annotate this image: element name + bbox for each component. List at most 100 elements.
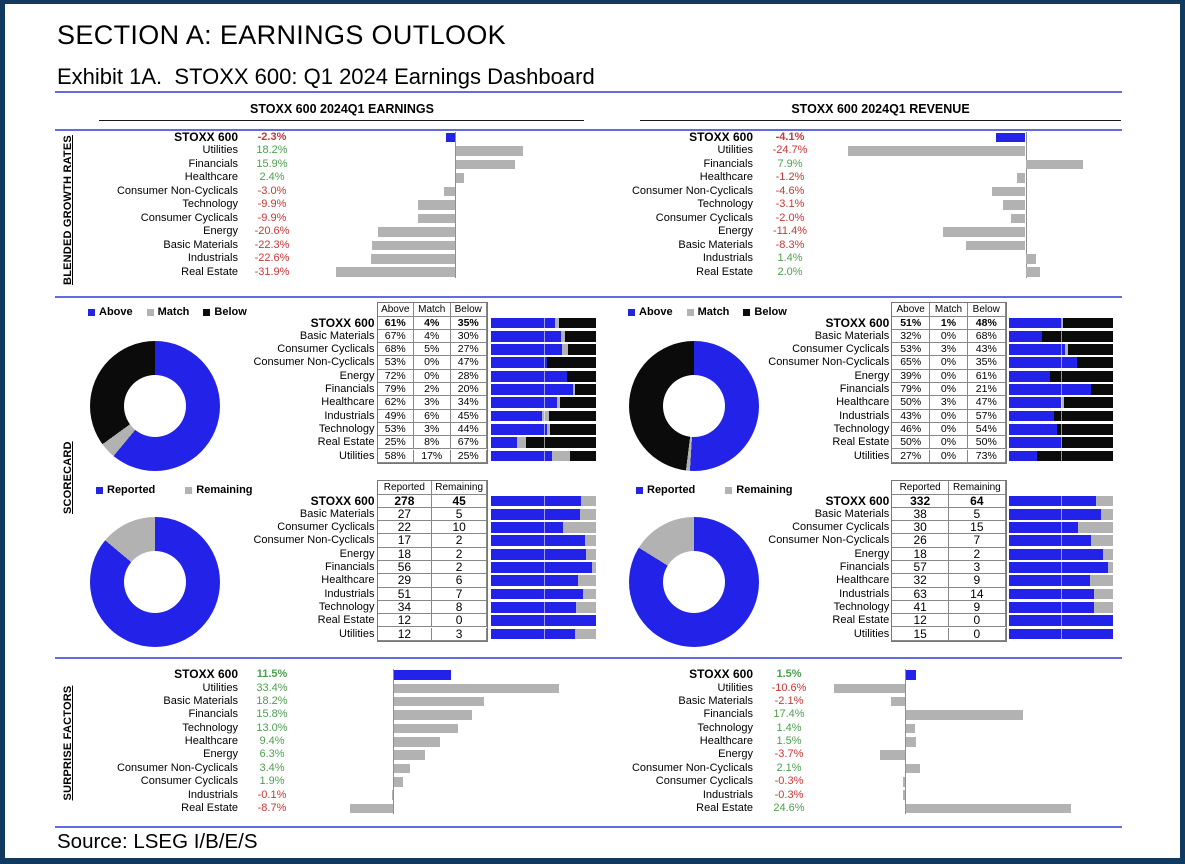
revenue-amb-legend: Above Match Below — [628, 306, 787, 318]
revenue-reported-row-label: Energy — [854, 547, 890, 560]
earnings-amb-table-cell: 44% — [450, 422, 487, 437]
revenue-growth-bar — [847, 146, 1026, 156]
earnings-growth-row-label: STOXX 600 — [174, 130, 238, 144]
revenue-surprise-row-value: 17.4% — [773, 708, 805, 721]
revenue-growth-row-value: -4.1% — [775, 131, 805, 143]
revenue-amb-bar-segment-below — [1037, 450, 1113, 462]
earnings-amb-bar-midline — [544, 316, 545, 463]
revenue-growth-bar — [1026, 159, 1083, 170]
earnings-reported-bar-segment-remaining — [575, 628, 596, 640]
revenue-amb-bar-segment-above — [1009, 423, 1057, 435]
earnings-amb-table-cell: 67% — [377, 329, 414, 344]
revenue-amb-bar-segment-below — [1053, 410, 1113, 422]
earnings-amb-table-cell: 6% — [414, 409, 451, 423]
earnings-surprise-row-value: 3.4% — [259, 761, 285, 774]
donut-hole — [123, 550, 186, 613]
earnings-surprise-row-value: 18.2% — [256, 695, 288, 708]
revenue-amb-row-label: Consumer Cyclicals — [792, 343, 890, 356]
earnings-amb-stacked-bar — [491, 423, 596, 435]
earnings-reported-bar-segment-reported — [491, 508, 580, 520]
revenue-reported-row-label: Consumer Non-Cyclicals — [768, 534, 890, 547]
earnings-growth-row-label: Basic Materials — [163, 238, 238, 251]
revenue-amb-bar-segment-above — [1009, 410, 1054, 422]
revenue-amb-stacked-bar — [1009, 397, 1113, 409]
revenue-amb-table-cell: 47% — [967, 396, 1006, 410]
revenue-amb-table-cell: 57% — [967, 409, 1006, 423]
legend-swatch-icon — [686, 308, 694, 316]
earnings-reported-table-cell: 18 — [377, 547, 433, 561]
earnings-amb-table-header-cell: Below — [450, 303, 487, 317]
revenue-reported-bar-segment-reported — [1009, 588, 1095, 600]
earnings-amb-row-label: Industrials — [324, 409, 375, 422]
earnings-amb-stacked-bar — [491, 450, 596, 462]
earnings-reported-bar-segment-reported — [491, 615, 596, 627]
earnings-reported-bar-segment-remaining — [585, 548, 596, 560]
earnings-reported-row-label: Industrials — [324, 587, 375, 600]
legend-swatch-icon — [185, 486, 193, 494]
revenue-amb-bar-segment-above — [1009, 397, 1061, 409]
revenue-growth-bar — [1003, 200, 1026, 210]
earnings-amb-bar-segment-below — [564, 330, 596, 342]
revenue-growth-bar — [1026, 254, 1037, 264]
revenue-amb-row-label: Technology — [833, 422, 890, 435]
earnings-surprise-row-label: Consumer Cyclicals — [140, 775, 238, 788]
earnings-amb-legend-label: Above — [99, 306, 133, 318]
earnings-amb-table-cell: 47% — [450, 356, 487, 370]
revenue-amb-table-cell: 50% — [967, 436, 1006, 450]
earnings-amb-bar-segment-above — [491, 450, 552, 462]
revenue-surprise-row-value: -3.7% — [774, 748, 804, 761]
earnings-reported-bar-midline — [544, 494, 545, 641]
revenue-amb-table-header-cell: Below — [967, 303, 1006, 317]
revenue-reported-bar-midline — [1061, 494, 1062, 641]
earnings-amb-table-cell: 2% — [414, 383, 451, 397]
earnings-amb-table-cell: 58% — [377, 449, 414, 463]
revenue-growth-row-label: Consumer Cyclicals — [655, 211, 753, 224]
revenue-growth-row-value: -1.2% — [775, 171, 805, 184]
revenue-reported-stacked-bar — [1009, 562, 1113, 573]
revenue-amb-table-cell: 0% — [930, 449, 968, 463]
revenue-reported-bar-segment-remaining — [1100, 508, 1113, 520]
earnings-amb-table-border — [376, 302, 488, 464]
revenue-reported-bar-segment-reported — [1009, 575, 1091, 587]
revenue-amb-bar-segment-below — [1042, 330, 1113, 342]
legend-swatch-icon — [628, 308, 635, 316]
revenue-reported-bar-segment-remaining — [1090, 535, 1113, 547]
revenue-surprise-bar — [905, 803, 1072, 814]
earnings-reported-stacked-bar — [491, 522, 596, 533]
earnings-reported-bar-segment-reported — [491, 628, 575, 640]
revenue-reported-bar-segment-reported — [1009, 495, 1097, 507]
earnings-amb-legend-item: Above — [88, 306, 133, 318]
earnings-amb-table-cell: 8% — [414, 436, 451, 450]
revenue-amb-table-cell: 54% — [967, 422, 1006, 437]
earnings-amb-bar-segment-above — [491, 344, 563, 355]
revenue-amb-stacked-bar — [1009, 384, 1113, 395]
earnings-surprise-row-label: Industrials — [187, 788, 238, 801]
earnings-amb-table-cell: 67% — [450, 436, 487, 450]
earnings-surprise-row-label: Real Estate — [181, 801, 238, 814]
revenue-surprise-row-label: Industrials — [702, 788, 753, 801]
earnings-amb-bar-segment-match — [542, 410, 549, 422]
revenue-reported-table-cell: 7 — [949, 534, 1006, 548]
earnings-reported-bar-segment-reported — [491, 535, 585, 547]
revenue-reported-bar-segment-remaining — [1090, 575, 1113, 587]
earnings-reported-row-label: STOXX 600 — [310, 493, 375, 508]
earnings-reported-table-border — [376, 480, 488, 642]
revenue-surprise-bar — [890, 696, 905, 707]
earnings-amb-table-cell: 20% — [450, 383, 487, 397]
page-title: SECTION A: EARNINGS OUTLOOK — [57, 19, 507, 50]
revenue-reported-row-label: Industrials — [839, 587, 890, 600]
earnings-amb-stacked-bar — [491, 437, 596, 449]
earnings-amb-table-cell: 68% — [377, 343, 414, 357]
earnings-reported-bar-segment-reported — [491, 522, 564, 533]
earnings-amb-bar-segment-match — [517, 437, 526, 449]
earnings-amb-table-cell: 49% — [377, 409, 414, 423]
earnings-column-header: STOXX 600 2024Q1 EARNINGS — [250, 102, 434, 116]
revenue-amb-table-cell: 50% — [892, 396, 931, 410]
revenue-amb-bar-segment-above — [1009, 344, 1065, 355]
revenue-reported-row-label: Financials — [839, 561, 890, 573]
revenue-reported-table-cell: 332 — [892, 494, 949, 508]
revenue-growth-row-label: Financials — [703, 157, 753, 170]
revenue-amb-table-cell: 0% — [930, 356, 968, 370]
earnings-surprise-row-label: STOXX 600 — [174, 667, 238, 682]
earnings-surprise-row-value: -8.7% — [257, 801, 287, 814]
